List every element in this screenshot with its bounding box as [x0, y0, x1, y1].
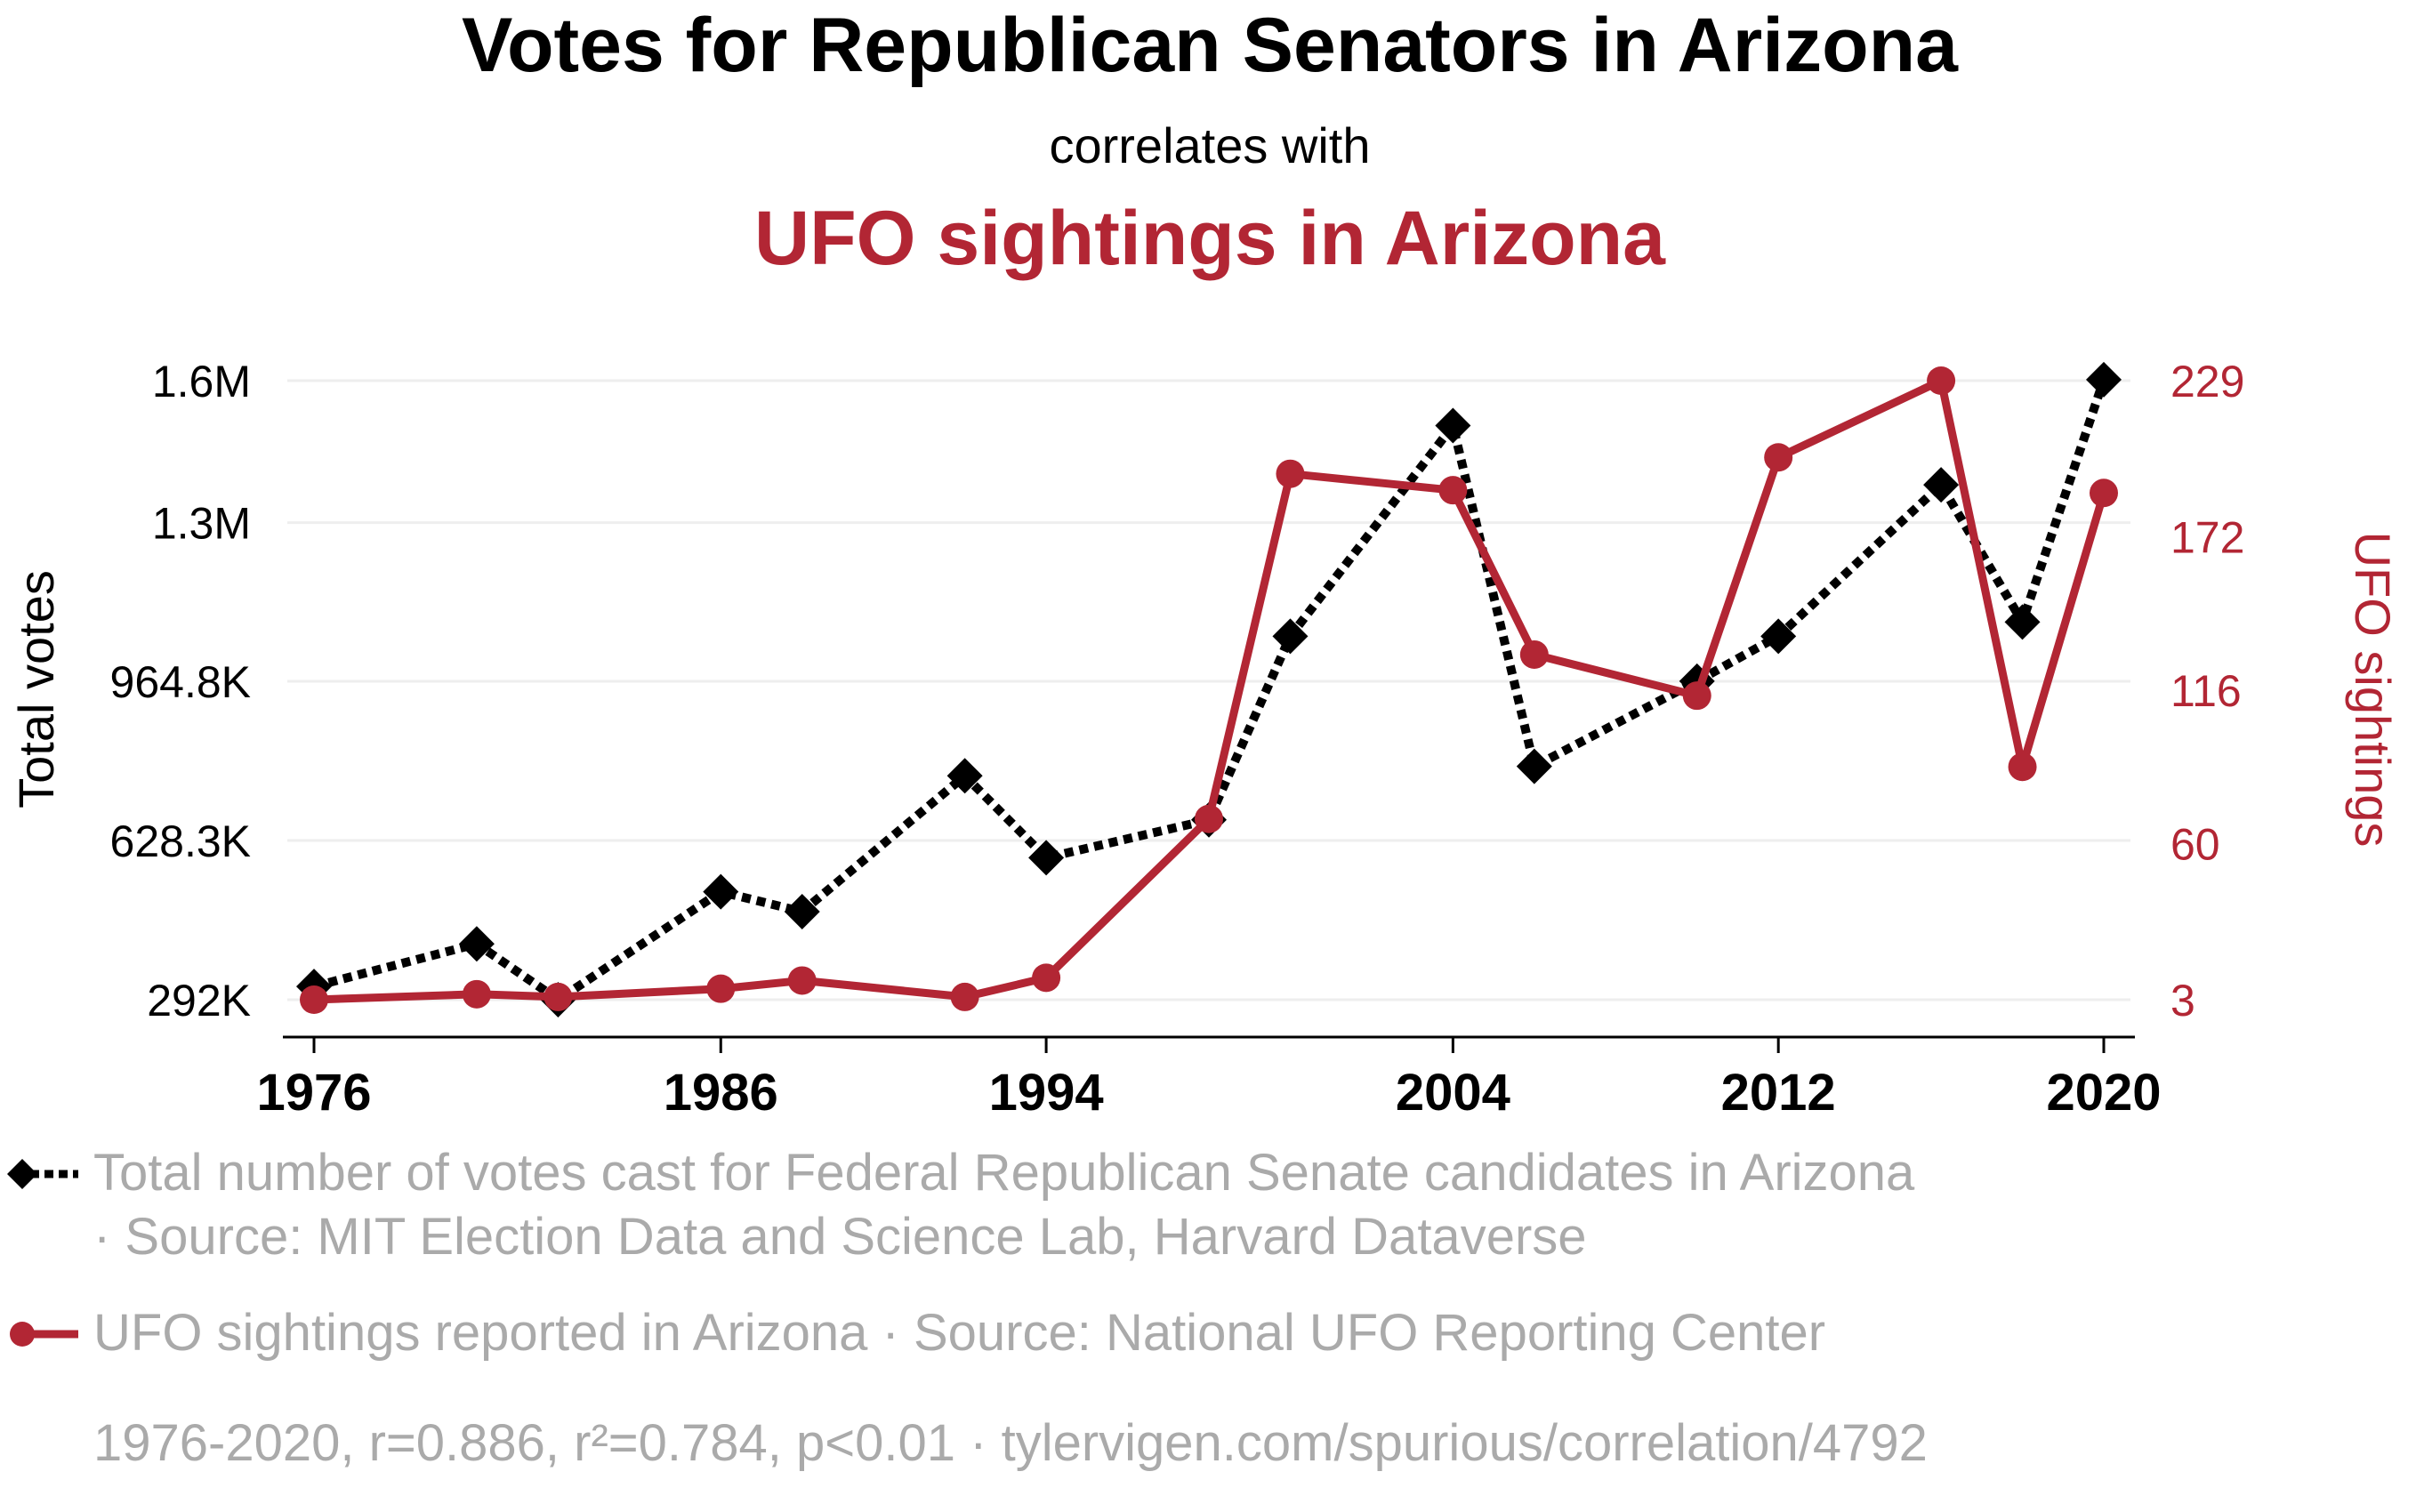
- chart-title: Votes for Republican Senators in Arizona: [462, 3, 1959, 88]
- series-ufo-point: [1927, 366, 1956, 395]
- legend: Total number of votes cast for Federal R…: [7, 1144, 1915, 1362]
- series-votes-point: [1760, 618, 1797, 655]
- chart-footer: 1976-2020, r=0.886, r²=0.784, p<0.01 · t…: [93, 1414, 1928, 1472]
- legend-text: Total number of votes cast for Federal R…: [93, 1144, 1915, 1202]
- series-ufo-point: [1764, 443, 1793, 472]
- series-votes-point: [703, 873, 739, 910]
- series-votes-point: [1272, 618, 1309, 655]
- series-votes-line: [312, 378, 2108, 1004]
- chart-subtitle: correlates with: [1049, 117, 1370, 173]
- x-tick-label: 1976: [256, 1064, 371, 1122]
- series-votes-point: [1516, 748, 1552, 784]
- series-votes-point: [1923, 467, 1960, 503]
- series-votes-point: [1435, 407, 1471, 444]
- series-votes-point: [946, 758, 983, 794]
- series: [296, 361, 2122, 1017]
- series-ufo-point: [300, 985, 328, 1014]
- series-ufo-point: [706, 974, 736, 1003]
- y-tick-label-left: 628.3K: [110, 816, 251, 866]
- y-axis-label-left: Total votes: [8, 570, 64, 808]
- series-ufo-point: [1195, 804, 1223, 833]
- axes: 292K 628.3K 964.8K 1.3M 1.6M 3 60 116 172 229 1976…: [110, 357, 2245, 1122]
- series-ufo-point: [1032, 963, 1061, 993]
- series-ufo-line: [313, 376, 2108, 1004]
- series-ufo-point: [1438, 476, 1468, 505]
- y-tick-label-left: 1.6M: [152, 357, 251, 406]
- legend-marker-votes: [7, 1159, 37, 1189]
- legend-text: UFO sightings reported in Arizona · Sour…: [93, 1304, 1825, 1362]
- series-ufo-point: [2008, 752, 2037, 782]
- y-tick-label-right: 172: [2170, 513, 2244, 563]
- y-tick-label-right: 116: [2170, 666, 2242, 716]
- series-ufo-point: [462, 979, 491, 1009]
- x-tick-label: 2004: [1396, 1064, 1510, 1122]
- series-votes-point: [1028, 840, 1065, 876]
- series-votes-point: [2086, 361, 2122, 398]
- x-tick-label: 1994: [989, 1064, 1104, 1122]
- y-tick-label-left: 292K: [147, 976, 251, 1025]
- series-votes-point: [784, 894, 820, 930]
- legend-text: · Source: MIT Election Data and Science …: [93, 1208, 1587, 1266]
- series-ufo-point: [2090, 479, 2118, 508]
- series-ufo-point: [544, 982, 573, 1011]
- x-tick-label: 1986: [664, 1064, 778, 1122]
- y-tick-label-left: 964.8K: [110, 657, 251, 707]
- series-votes-point: [2004, 604, 2041, 640]
- series-ufo-point: [950, 982, 979, 1011]
- y-tick-label-right: 3: [2170, 976, 2195, 1025]
- series-votes-point: [458, 926, 495, 962]
- legend-marker-ufo: [10, 1322, 35, 1347]
- y-axis-label-right: UFO sightings: [2345, 532, 2401, 848]
- series-ufo-point: [1682, 681, 1711, 711]
- y-tick-label-right: 229: [2170, 357, 2244, 406]
- grid: [287, 379, 2130, 1001]
- series-ufo-point: [1276, 459, 1305, 488]
- chart-title-secondary: UFO sightings in Arizona: [754, 196, 1666, 281]
- series-ufo-point: [787, 966, 817, 995]
- y-tick-label-left: 1.3M: [152, 499, 251, 549]
- y-tick-label-right: 60: [2170, 819, 2220, 869]
- x-tick-label: 2012: [1721, 1064, 1836, 1122]
- series-ufo-point: [1519, 639, 1549, 669]
- x-tick-label: 2020: [2046, 1064, 2161, 1122]
